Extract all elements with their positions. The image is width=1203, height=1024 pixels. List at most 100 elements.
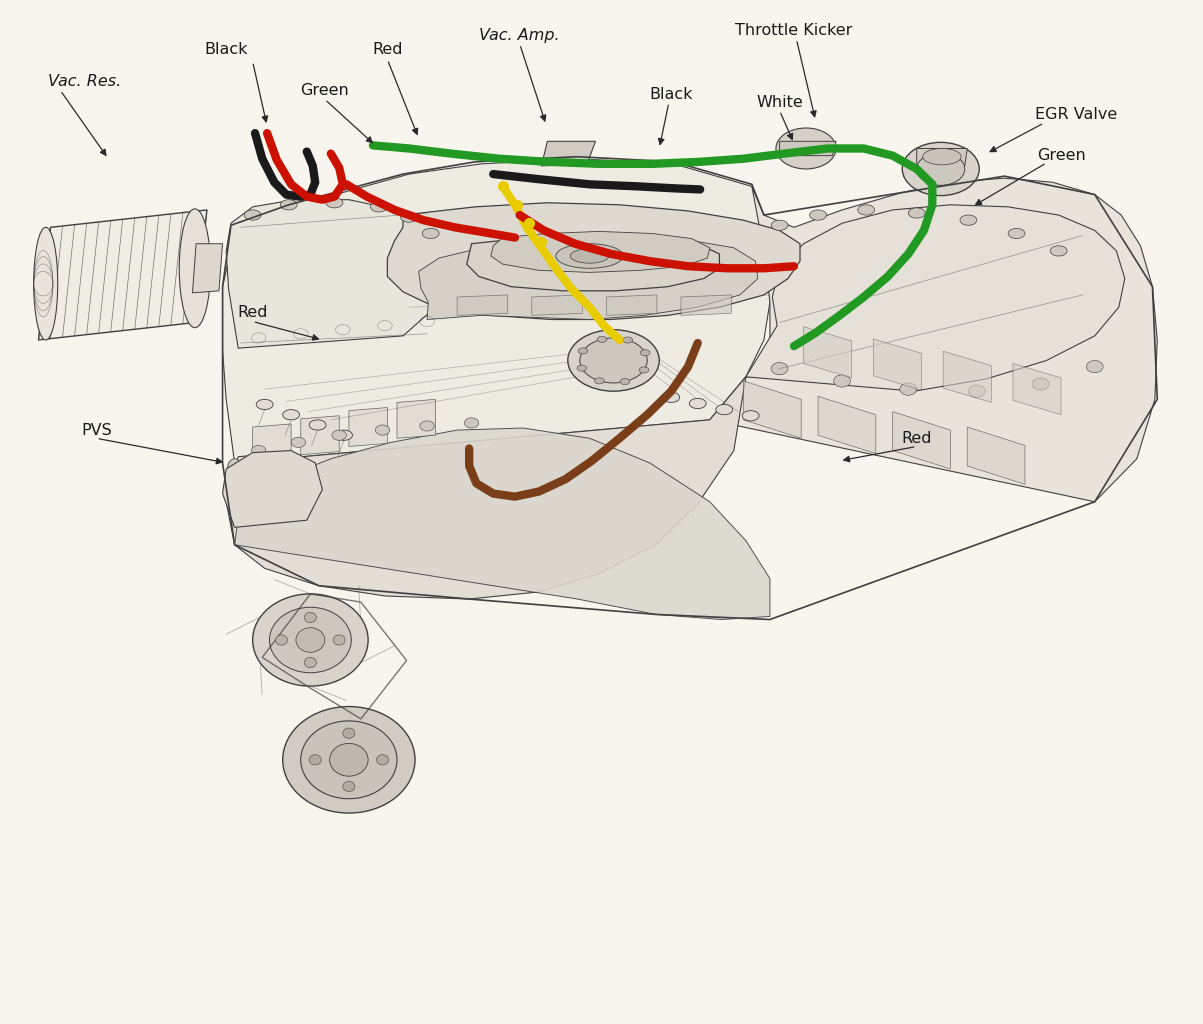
Text: Red: Red: [372, 42, 403, 56]
Ellipse shape: [640, 349, 650, 355]
Polygon shape: [467, 236, 719, 291]
Ellipse shape: [296, 628, 325, 652]
Text: Vac. Res.: Vac. Res.: [48, 75, 122, 89]
Ellipse shape: [304, 657, 316, 668]
Text: Red: Red: [901, 431, 932, 445]
Ellipse shape: [227, 459, 242, 479]
Ellipse shape: [330, 743, 368, 776]
Polygon shape: [746, 205, 1125, 391]
Ellipse shape: [343, 781, 355, 792]
Polygon shape: [780, 141, 836, 156]
Ellipse shape: [663, 392, 680, 402]
Ellipse shape: [742, 411, 759, 421]
Polygon shape: [818, 396, 876, 454]
Polygon shape: [804, 327, 852, 378]
Text: Throttle Kicker: Throttle Kicker: [735, 24, 853, 38]
Ellipse shape: [776, 128, 836, 169]
Ellipse shape: [179, 209, 211, 328]
Ellipse shape: [1050, 246, 1067, 256]
Polygon shape: [606, 295, 657, 315]
Polygon shape: [917, 148, 967, 166]
Ellipse shape: [269, 457, 284, 477]
Text: EGR Valve: EGR Valve: [1035, 108, 1116, 122]
Ellipse shape: [594, 378, 604, 384]
Ellipse shape: [580, 338, 647, 383]
Polygon shape: [231, 453, 286, 481]
Polygon shape: [457, 295, 508, 315]
Polygon shape: [710, 178, 1157, 502]
Polygon shape: [38, 210, 207, 340]
Ellipse shape: [923, 148, 961, 165]
Ellipse shape: [283, 410, 300, 420]
Ellipse shape: [34, 227, 58, 340]
Text: Black: Black: [650, 87, 693, 101]
Polygon shape: [253, 424, 291, 463]
Ellipse shape: [343, 728, 355, 738]
Ellipse shape: [253, 594, 368, 686]
Ellipse shape: [568, 330, 659, 391]
Ellipse shape: [556, 244, 623, 268]
Polygon shape: [419, 238, 758, 319]
Ellipse shape: [326, 198, 343, 208]
Ellipse shape: [1032, 378, 1049, 390]
Polygon shape: [223, 159, 770, 463]
Ellipse shape: [304, 612, 316, 623]
Ellipse shape: [420, 421, 434, 431]
Ellipse shape: [570, 249, 609, 263]
Ellipse shape: [858, 205, 875, 215]
Text: White: White: [757, 95, 802, 110]
Ellipse shape: [577, 366, 587, 372]
Ellipse shape: [716, 404, 733, 415]
Polygon shape: [223, 451, 322, 527]
Ellipse shape: [256, 399, 273, 410]
Ellipse shape: [834, 375, 851, 387]
Ellipse shape: [377, 755, 389, 765]
Ellipse shape: [1008, 228, 1025, 239]
Ellipse shape: [283, 707, 415, 813]
Polygon shape: [349, 408, 387, 446]
Ellipse shape: [332, 430, 346, 440]
Polygon shape: [541, 141, 595, 166]
Polygon shape: [967, 427, 1025, 484]
Ellipse shape: [639, 367, 648, 373]
Text: Green: Green: [301, 83, 349, 97]
Polygon shape: [301, 416, 339, 455]
Polygon shape: [893, 412, 950, 469]
Ellipse shape: [371, 202, 387, 212]
Polygon shape: [226, 377, 746, 599]
Text: Vac. Amp.: Vac. Amp.: [479, 29, 561, 43]
Ellipse shape: [333, 635, 345, 645]
Ellipse shape: [771, 220, 788, 230]
Polygon shape: [226, 200, 443, 348]
Ellipse shape: [1086, 360, 1103, 373]
Ellipse shape: [810, 210, 826, 220]
Ellipse shape: [301, 721, 397, 799]
Ellipse shape: [917, 153, 965, 185]
Ellipse shape: [908, 208, 925, 218]
Ellipse shape: [336, 430, 352, 440]
Polygon shape: [681, 295, 731, 315]
Text: PVS: PVS: [82, 423, 113, 437]
Ellipse shape: [401, 212, 417, 222]
Text: Red: Red: [237, 305, 268, 319]
Ellipse shape: [900, 383, 917, 395]
Polygon shape: [491, 231, 710, 272]
Polygon shape: [943, 351, 991, 402]
Polygon shape: [192, 244, 223, 293]
Ellipse shape: [771, 362, 788, 375]
Ellipse shape: [422, 228, 439, 239]
Ellipse shape: [464, 418, 479, 428]
Text: Green: Green: [1037, 148, 1086, 163]
Ellipse shape: [269, 607, 351, 673]
Ellipse shape: [275, 635, 288, 645]
Ellipse shape: [597, 336, 606, 342]
Polygon shape: [387, 203, 800, 319]
Ellipse shape: [375, 425, 390, 435]
Text: Black: Black: [205, 42, 248, 56]
Ellipse shape: [309, 420, 326, 430]
Ellipse shape: [280, 200, 297, 210]
Ellipse shape: [579, 348, 588, 354]
Polygon shape: [743, 381, 801, 438]
Ellipse shape: [621, 379, 630, 385]
Ellipse shape: [968, 385, 985, 397]
